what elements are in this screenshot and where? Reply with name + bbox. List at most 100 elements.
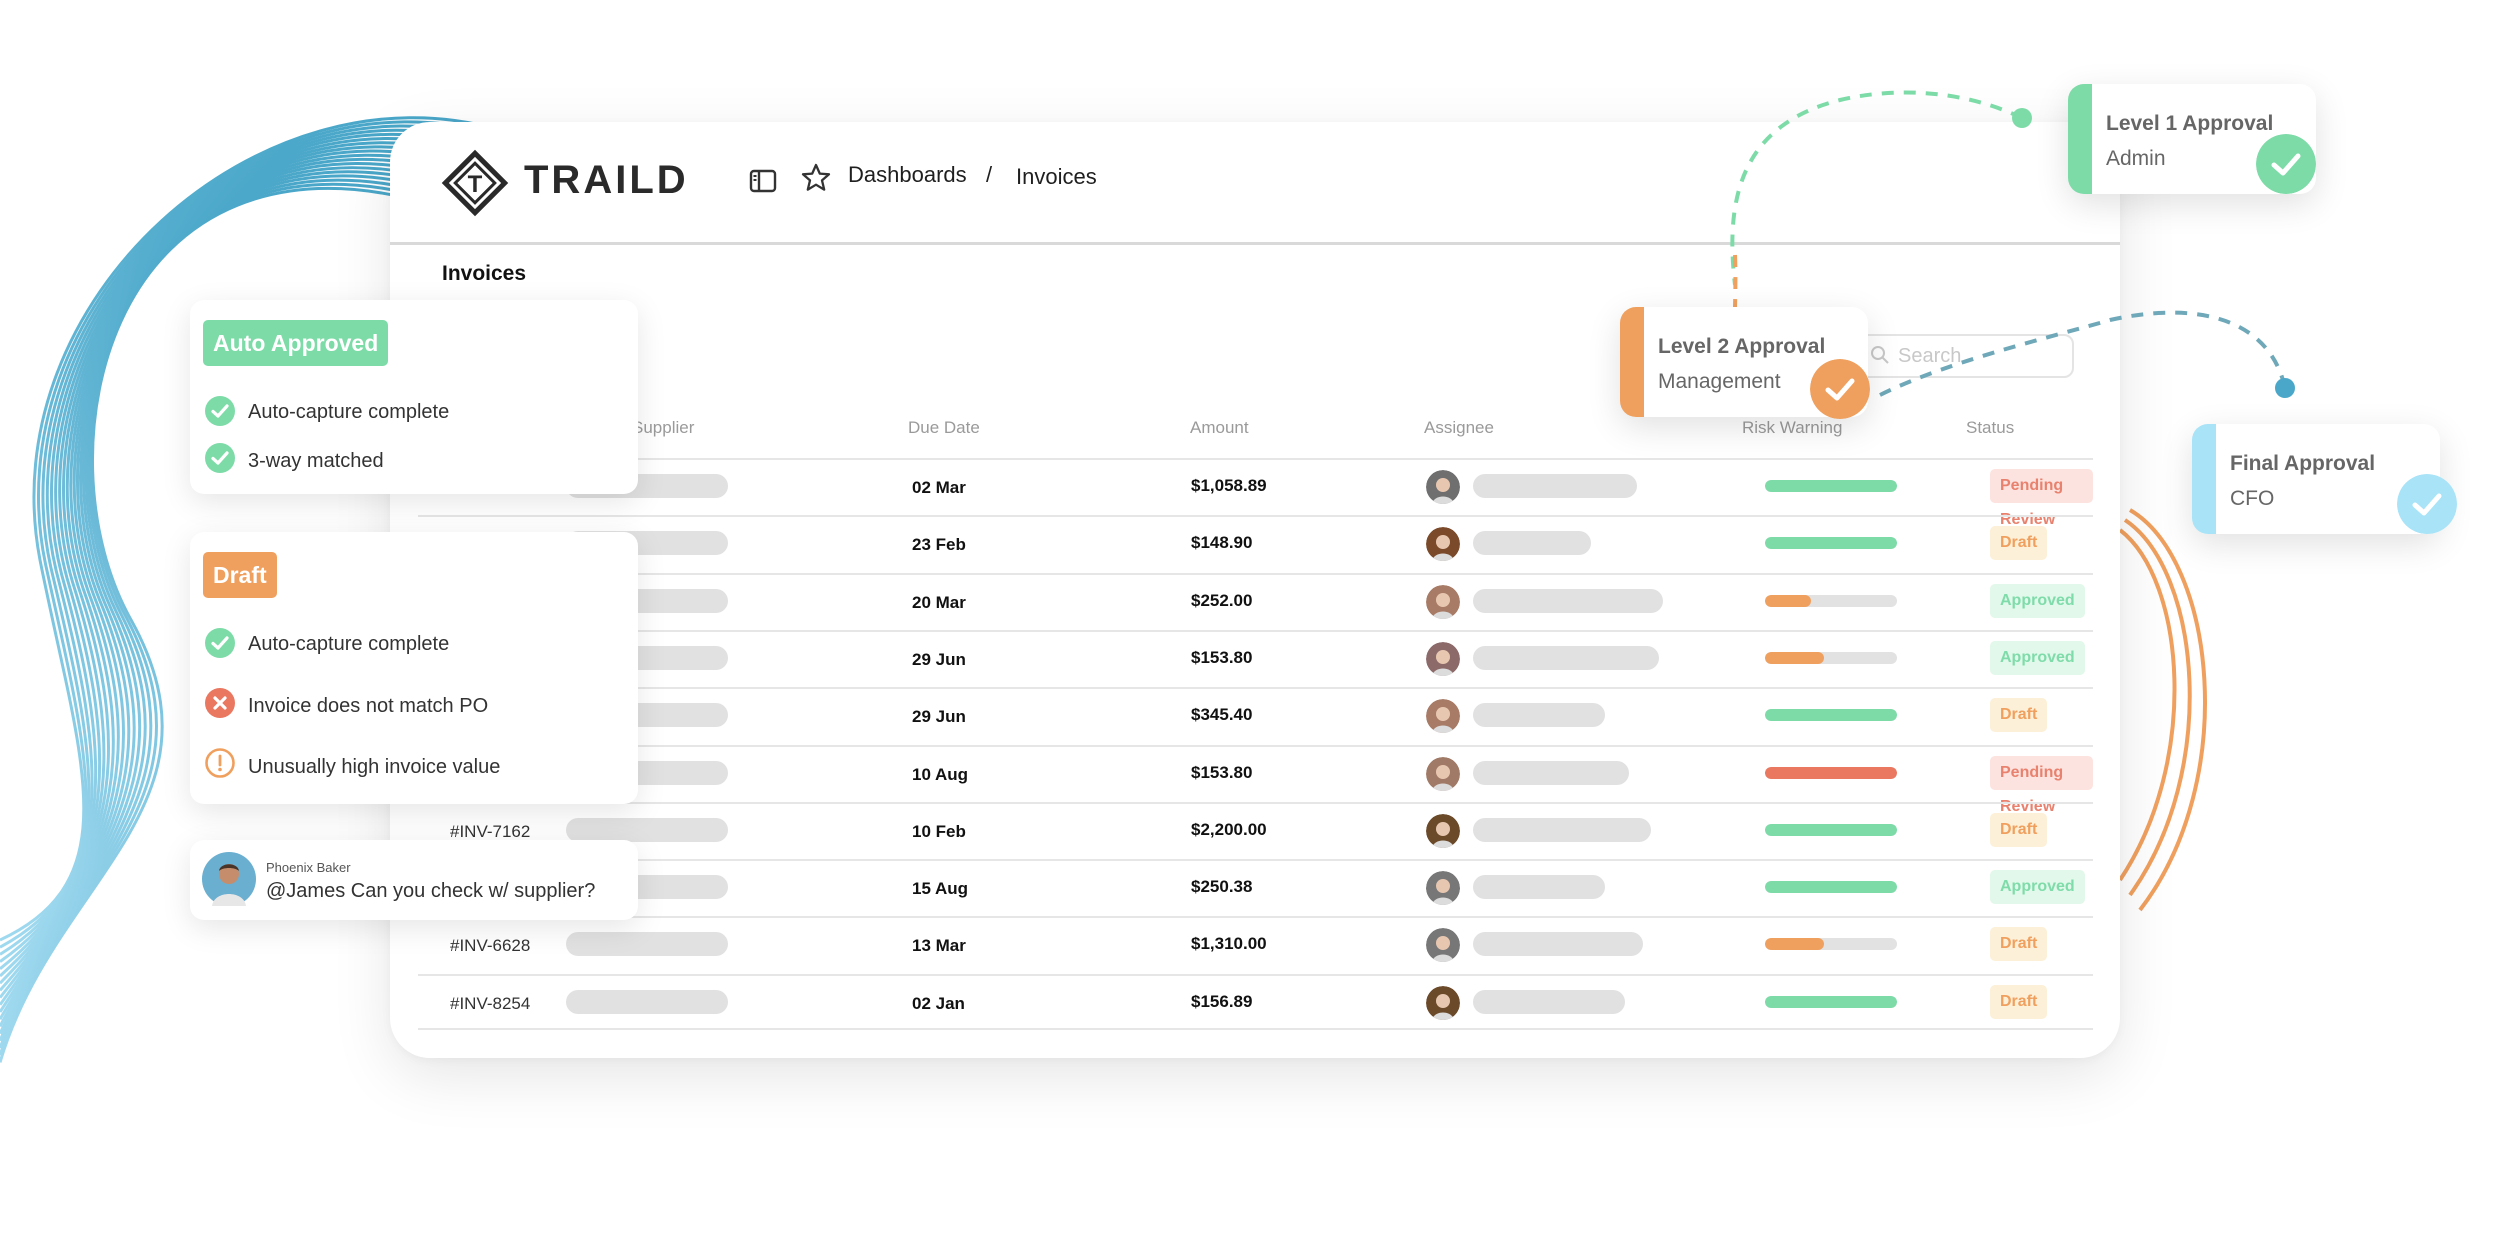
assignee-placeholder [1473,875,1605,900]
assignee-placeholder [1473,989,1625,1014]
invoice-number[interactable]: #INV-8254 [450,993,531,1013]
amount: $153.80 [1191,647,1253,667]
assignee-avatar [1426,871,1460,906]
assignee-avatar [1426,470,1460,504]
invoice-number[interactable]: #INV-7162 [450,821,531,841]
status-badge: Draft [1990,526,2048,561]
assignee-avatar [1426,813,1460,848]
approval-title: Level 1 Approval [2106,112,2274,135]
check-circle-icon [205,628,235,658]
approved-check-icon [2397,474,2457,534]
assignee-avatar [1426,928,1460,963]
auto-capture-text: Auto-capture complete [248,633,450,655]
invoice-number[interactable]: #INV-6628 [450,936,531,956]
assignee-avatar [1426,584,1460,619]
check-circle-icon [205,396,235,426]
swoosh-line [0,174,451,1042]
risk-warning-bar [1765,537,1897,550]
column-header-risk-warning[interactable]: Risk Warning [1742,418,1843,437]
sidebar-toggle-icon[interactable] [748,166,778,196]
swoosh-line [0,162,461,1020]
supplier-placeholder [566,989,728,1014]
brand-name: TRAILD [524,158,689,202]
swoosh-line [0,149,472,999]
comment-author: Phoenix Baker [266,860,351,875]
assignee-avatar [1426,641,1460,676]
assignee-placeholder [1473,760,1629,785]
swoosh-line [0,153,469,1006]
column-header-status[interactable]: Status [1966,418,2015,437]
swoosh-line [0,166,458,1028]
risk-warning-bar [1765,938,1897,951]
approved-check-icon [1810,359,1870,419]
column-header-amount[interactable]: Amount [1190,418,1249,437]
po-mismatch-text: Invoice does not match PO [248,695,489,717]
risk-warning-fill [1765,823,1897,836]
breadcrumb-invoices[interactable]: Invoices [1016,164,1097,189]
comment-card[interactable]: Phoenix Baker @James Can you check w/ su… [190,840,638,920]
table-row[interactable]: 23 Feb $148.90 Draft [418,515,2093,574]
column-header-assignee[interactable]: Assignee [1424,418,1494,437]
swoosh-line [0,170,454,1035]
amount: $156.89 [1191,991,1253,1011]
supplier-placeholder [566,932,728,957]
assignee-placeholder [1473,817,1651,842]
avatar [202,852,256,906]
supplier-placeholder [566,817,728,842]
breadcrumb-separator: / [986,162,993,187]
status-badge: Approved [1990,640,2085,675]
error-x-circle-icon [205,688,235,718]
risk-warning-fill [1765,995,1897,1008]
level-2-approval-card[interactable]: Level 2 Approval Management [1620,307,1870,419]
table-row[interactable]: 10 Aug $153.80 Pending Review [418,744,2093,815]
auto-approved-card: Auto Approved Auto-capture complete 3-wa… [190,300,638,494]
table-row[interactable]: 29 Jun $153.80 Approved [418,629,2093,689]
amount: $148.90 [1191,533,1253,553]
risk-warning-bar [1765,995,1897,1008]
column-header-supplier[interactable]: Supplier [632,418,695,437]
assignee-avatar [1426,699,1460,734]
search-placeholder: Search [1898,345,1962,367]
breadcrumb-dashboards[interactable]: Dashboards [848,162,967,187]
approval-stripe [1620,307,1644,417]
risk-warning-fill [1765,881,1897,894]
amount: $1,058.89 [1191,476,1267,495]
approval-role: Management [1658,370,1781,393]
swoosh-line [0,128,490,963]
risk-warning-bar [1765,709,1897,722]
connector-dot-green [2012,108,2032,128]
swoosh-line [0,145,476,992]
auto-approved-tag: Auto Approved [203,320,389,366]
table-row[interactable]: 20 Mar $252.00 Approved [418,572,2093,632]
auto-capture-text: Auto-capture complete [248,401,450,423]
level-1-approval-card[interactable]: Level 1 Approval Admin [2068,84,2316,194]
risk-warning-fill [1765,594,1812,607]
status-badge: Draft [1990,927,2048,962]
final-approval-card[interactable]: Final Approval CFO [2192,424,2457,534]
table-bottom-border [418,1028,2093,1030]
page-title: Invoices [442,262,527,285]
status-badge: Pending Review [1990,469,2093,528]
swoosh-line [0,187,440,1063]
risk-warning-fill [1765,651,1825,664]
star-favorite-icon[interactable] [800,162,832,194]
column-header-due-date[interactable]: Due Date [908,418,980,437]
assignee-placeholder [1473,645,1659,670]
risk-warning-fill [1765,938,1825,951]
approved-check-icon [2256,134,2316,194]
status-badge: Approved [1990,870,2085,905]
assignee-placeholder [1473,588,1663,613]
assignee-placeholder [1473,474,1637,498]
risk-warning-bar [1765,766,1897,779]
table-row[interactable]: #INV-6628 13 Mar $1,310.00 Draft [418,916,2093,975]
risk-warning-fill [1765,537,1897,550]
swoosh-line [0,137,483,978]
table-row[interactable]: #INV-7162 10 Feb $2,200.00 Draft [418,801,2093,861]
due-date: 02 Mar [912,478,966,497]
connector-dot-blue [2275,378,2295,398]
invoices-app-window: T TRAILD Dashboards / Invoices Invoices … [390,122,2120,1058]
table-row[interactable]: #INV-8254 02 Jan $156.89 Draft [418,973,2093,1033]
three-way-matched-text: 3-way matched [248,450,384,472]
due-date: 15 Aug [912,879,969,899]
